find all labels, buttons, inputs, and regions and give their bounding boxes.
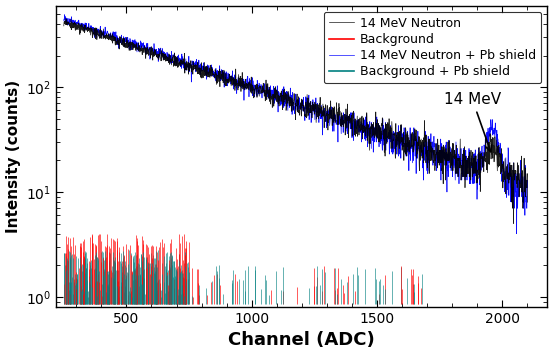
14 MeV Neutron + Pb shield	[524, 186, 531, 190]
X-axis label: Channel (ADC): Channel (ADC)	[228, 332, 375, 349]
14 MeV Neutron	[262, 88, 268, 93]
14 MeV Neutron + Pb shield	[122, 37, 129, 41]
14 MeV Neutron	[96, 35, 103, 39]
14 MeV Neutron + Pb shield	[523, 195, 529, 199]
14 MeV Neutron + Pb shield	[61, 12, 68, 17]
14 MeV Neutron	[523, 195, 529, 199]
Legend: 14 MeV Neutron, Background, 14 MeV Neutron + Pb shield, Background + Pb shield: 14 MeV Neutron, Background, 14 MeV Neutr…	[324, 12, 541, 83]
14 MeV Neutron	[483, 155, 489, 159]
14 MeV Neutron + Pb shield	[262, 91, 268, 95]
14 MeV Neutron + Pb shield	[483, 140, 489, 144]
Line: 14 MeV Neutron: 14 MeV Neutron	[64, 18, 528, 224]
14 MeV Neutron + Pb shield	[96, 31, 103, 35]
Text: 14 MeV: 14 MeV	[444, 92, 501, 152]
14 MeV Neutron	[60, 24, 67, 28]
14 MeV Neutron + Pb shield	[132, 39, 138, 43]
14 MeV Neutron + Pb shield	[513, 231, 520, 236]
Line: 14 MeV Neutron + Pb shield: 14 MeV Neutron + Pb shield	[64, 15, 528, 234]
14 MeV Neutron	[510, 222, 517, 226]
14 MeV Neutron	[524, 200, 531, 204]
14 MeV Neutron	[122, 41, 129, 45]
14 MeV Neutron	[132, 44, 138, 48]
14 MeV Neutron + Pb shield	[60, 19, 67, 23]
Y-axis label: Intensity (counts): Intensity (counts)	[6, 80, 20, 233]
14 MeV Neutron	[62, 16, 69, 21]
